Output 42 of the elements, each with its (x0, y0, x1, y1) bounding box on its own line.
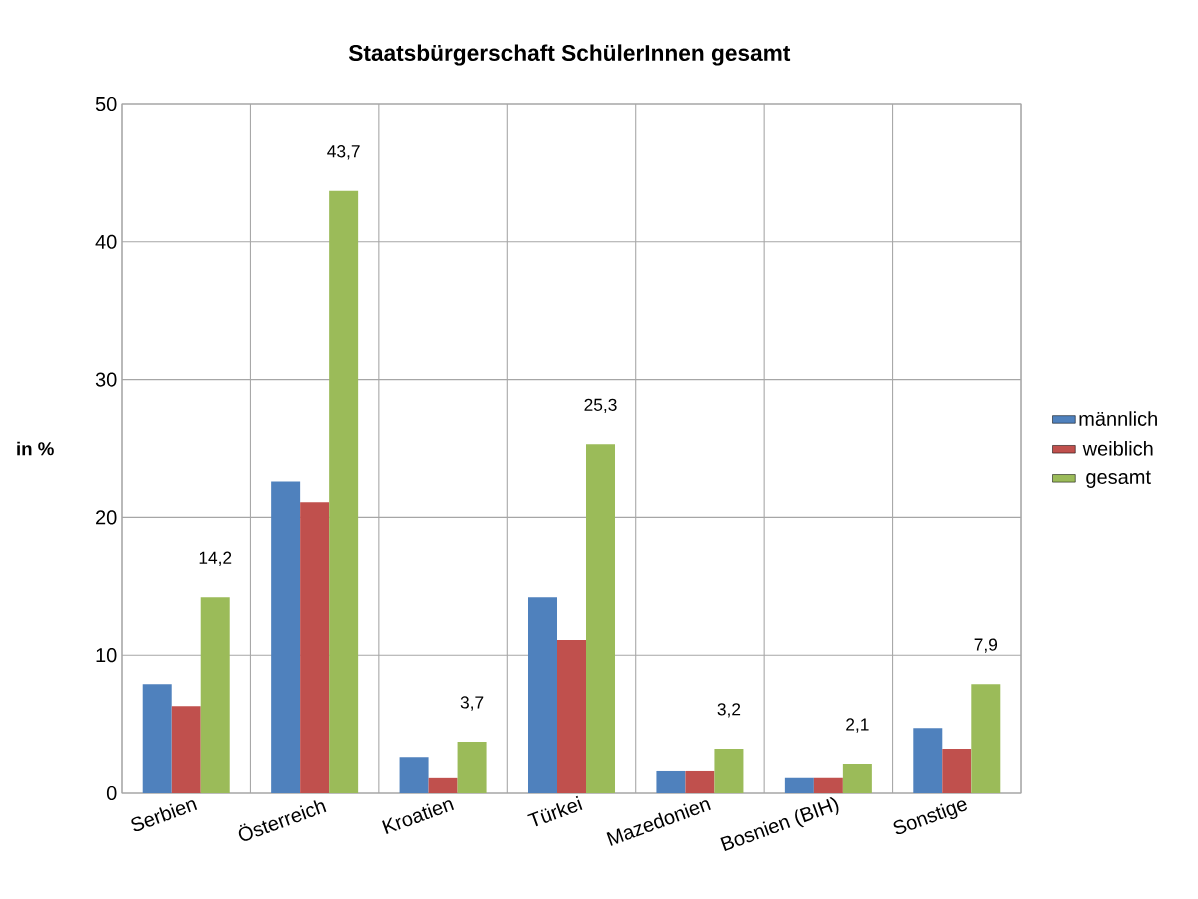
bar (656, 770, 686, 793)
y-tick-label: 40 (95, 234, 117, 249)
bar (171, 706, 201, 793)
data-label: 14,2 (199, 551, 232, 566)
y-tick-label: 10 (96, 648, 117, 663)
bar (586, 444, 616, 793)
bar (329, 190, 359, 793)
y-axis-title: in % (17, 441, 54, 456)
legend-label: gesamt (1086, 470, 1151, 488)
bar (714, 748, 744, 793)
y-tick-label: 50 (95, 96, 117, 112)
bar (528, 597, 557, 793)
legend-label: weiblich (1082, 441, 1153, 456)
data-label: 25,3 (584, 398, 617, 413)
y-tick-label: 20 (96, 510, 117, 525)
bar (300, 502, 330, 793)
bar (399, 757, 429, 793)
bar (200, 597, 230, 793)
legend-label: männlich (1079, 411, 1157, 426)
y-tick-label: 30 (95, 372, 117, 387)
y-tick-label: 0 (106, 785, 117, 801)
bar (971, 684, 1001, 793)
bar (784, 777, 814, 793)
x-tick-label: Bosnien (BIH) (720, 797, 839, 852)
bar (685, 770, 715, 793)
data-label: 2,1 (846, 718, 869, 733)
bar (142, 684, 172, 793)
bar (842, 764, 872, 793)
bar (271, 481, 301, 793)
data-label: 3,7 (460, 696, 484, 711)
x-tick-label: Serbien (131, 800, 198, 832)
data-label: 43,7 (327, 145, 360, 160)
bar (813, 777, 843, 793)
bar (913, 728, 943, 793)
x-tick-label: Türkei (527, 795, 583, 827)
bar (942, 748, 972, 793)
bar (457, 742, 487, 793)
data-label: 3,2 (717, 703, 741, 718)
bar (428, 777, 458, 793)
data-label: 7,9 (974, 638, 998, 653)
chart-title: Staatsbürgerschaft SchülerInnen gesamt (348, 44, 791, 66)
bar (557, 640, 586, 793)
